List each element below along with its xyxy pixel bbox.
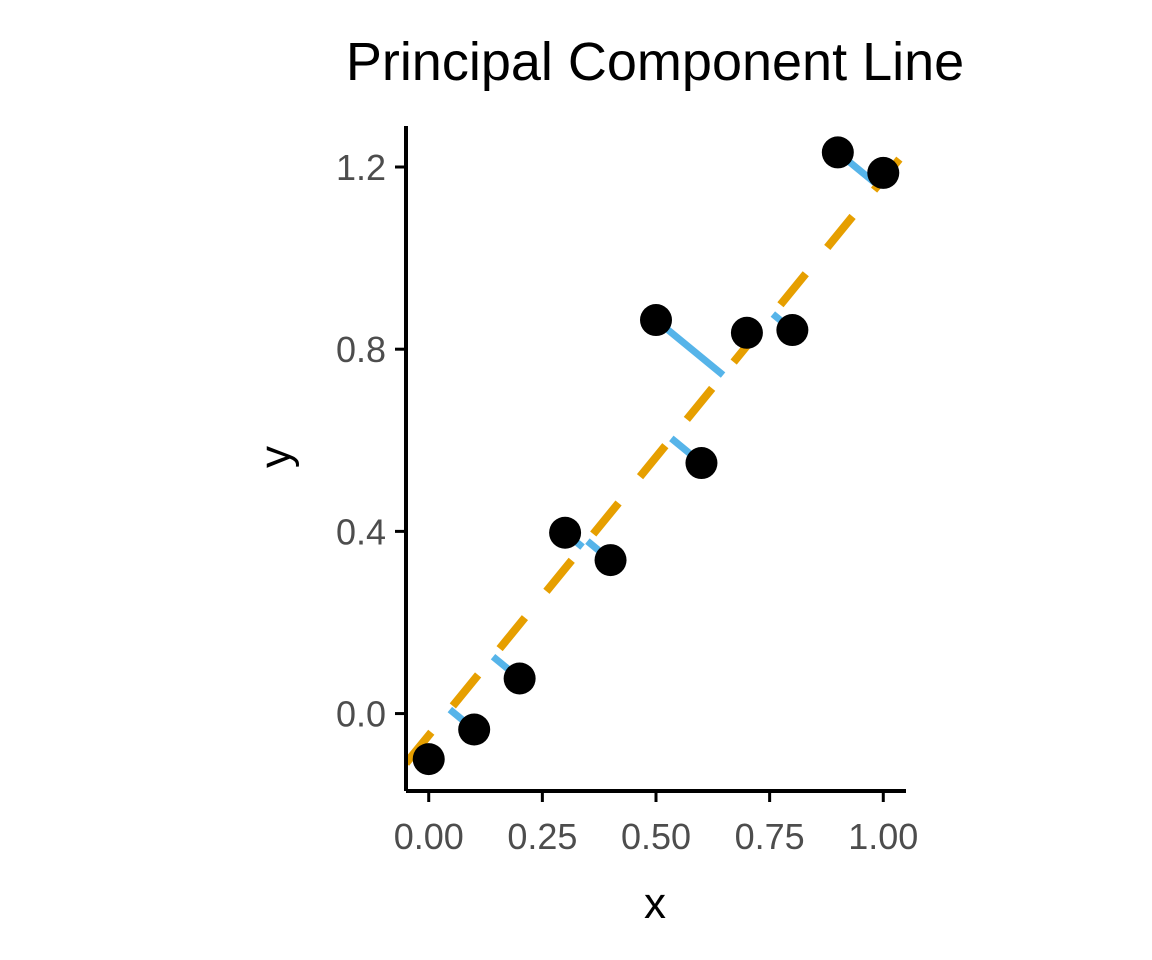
data-point-8 <box>730 316 763 349</box>
data-point-6 <box>640 304 672 337</box>
data-point-7 <box>685 447 718 480</box>
residual-segments <box>414 149 889 762</box>
data-point-2 <box>458 713 491 746</box>
x-tick-label-2: 0.25 <box>507 816 577 857</box>
y-tick-label-2: 0.4 <box>336 511 386 552</box>
chart-title: Principal Component Line <box>346 32 964 92</box>
x-tick-label-1: 0.00 <box>394 816 464 857</box>
x-tick-label-3: 0.50 <box>621 816 691 857</box>
y-tick-label-1: 0.0 <box>336 694 386 735</box>
data-point-9 <box>776 314 809 347</box>
y-tick-label-4: 1.2 <box>336 147 386 188</box>
data-point-4 <box>549 516 582 549</box>
data-point-11 <box>867 156 900 189</box>
data-point-5 <box>594 544 627 577</box>
data-point-10 <box>821 136 854 169</box>
x-tick-label-4: 0.75 <box>735 816 805 857</box>
x-axis-title: x <box>644 879 666 928</box>
data-points <box>412 136 900 776</box>
x-tick-label-5: 1.00 <box>848 816 918 857</box>
data-point-3 <box>503 662 536 695</box>
pc-line <box>406 148 906 766</box>
principal-component-line <box>406 148 906 766</box>
data-point-1 <box>412 743 445 776</box>
y-tick-label-3: 0.8 <box>336 329 386 370</box>
axes: 0.00 0.25 0.50 0.75 1.00 0.0 0.4 0.8 1.2 <box>336 126 918 857</box>
y-axis-title: y <box>251 446 300 468</box>
